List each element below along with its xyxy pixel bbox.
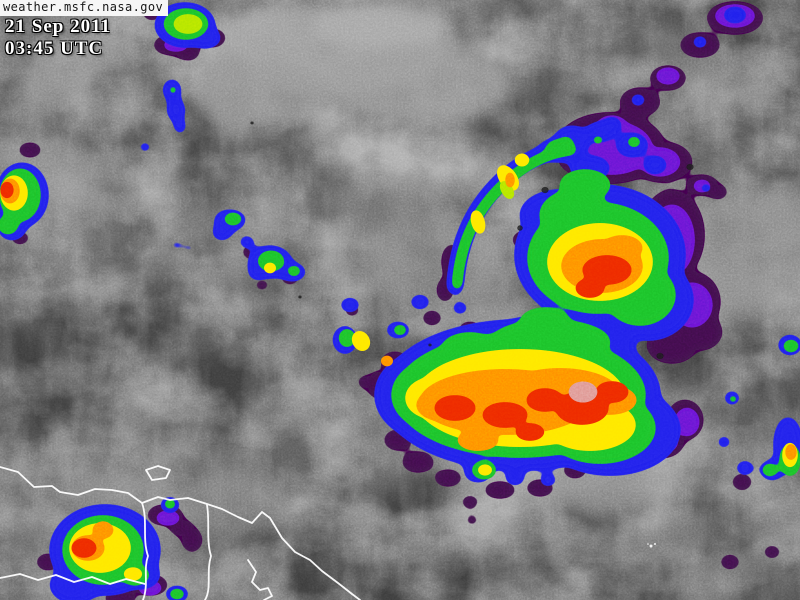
timestamp: 21 Sep 2011 03:45 UTC	[5, 16, 111, 60]
source-label: weather.msfc.nasa.gov	[0, 0, 169, 16]
timestamp-date: 21 Sep 2011	[5, 16, 112, 37]
timestamp-time: 03:45 UTC	[5, 38, 104, 59]
